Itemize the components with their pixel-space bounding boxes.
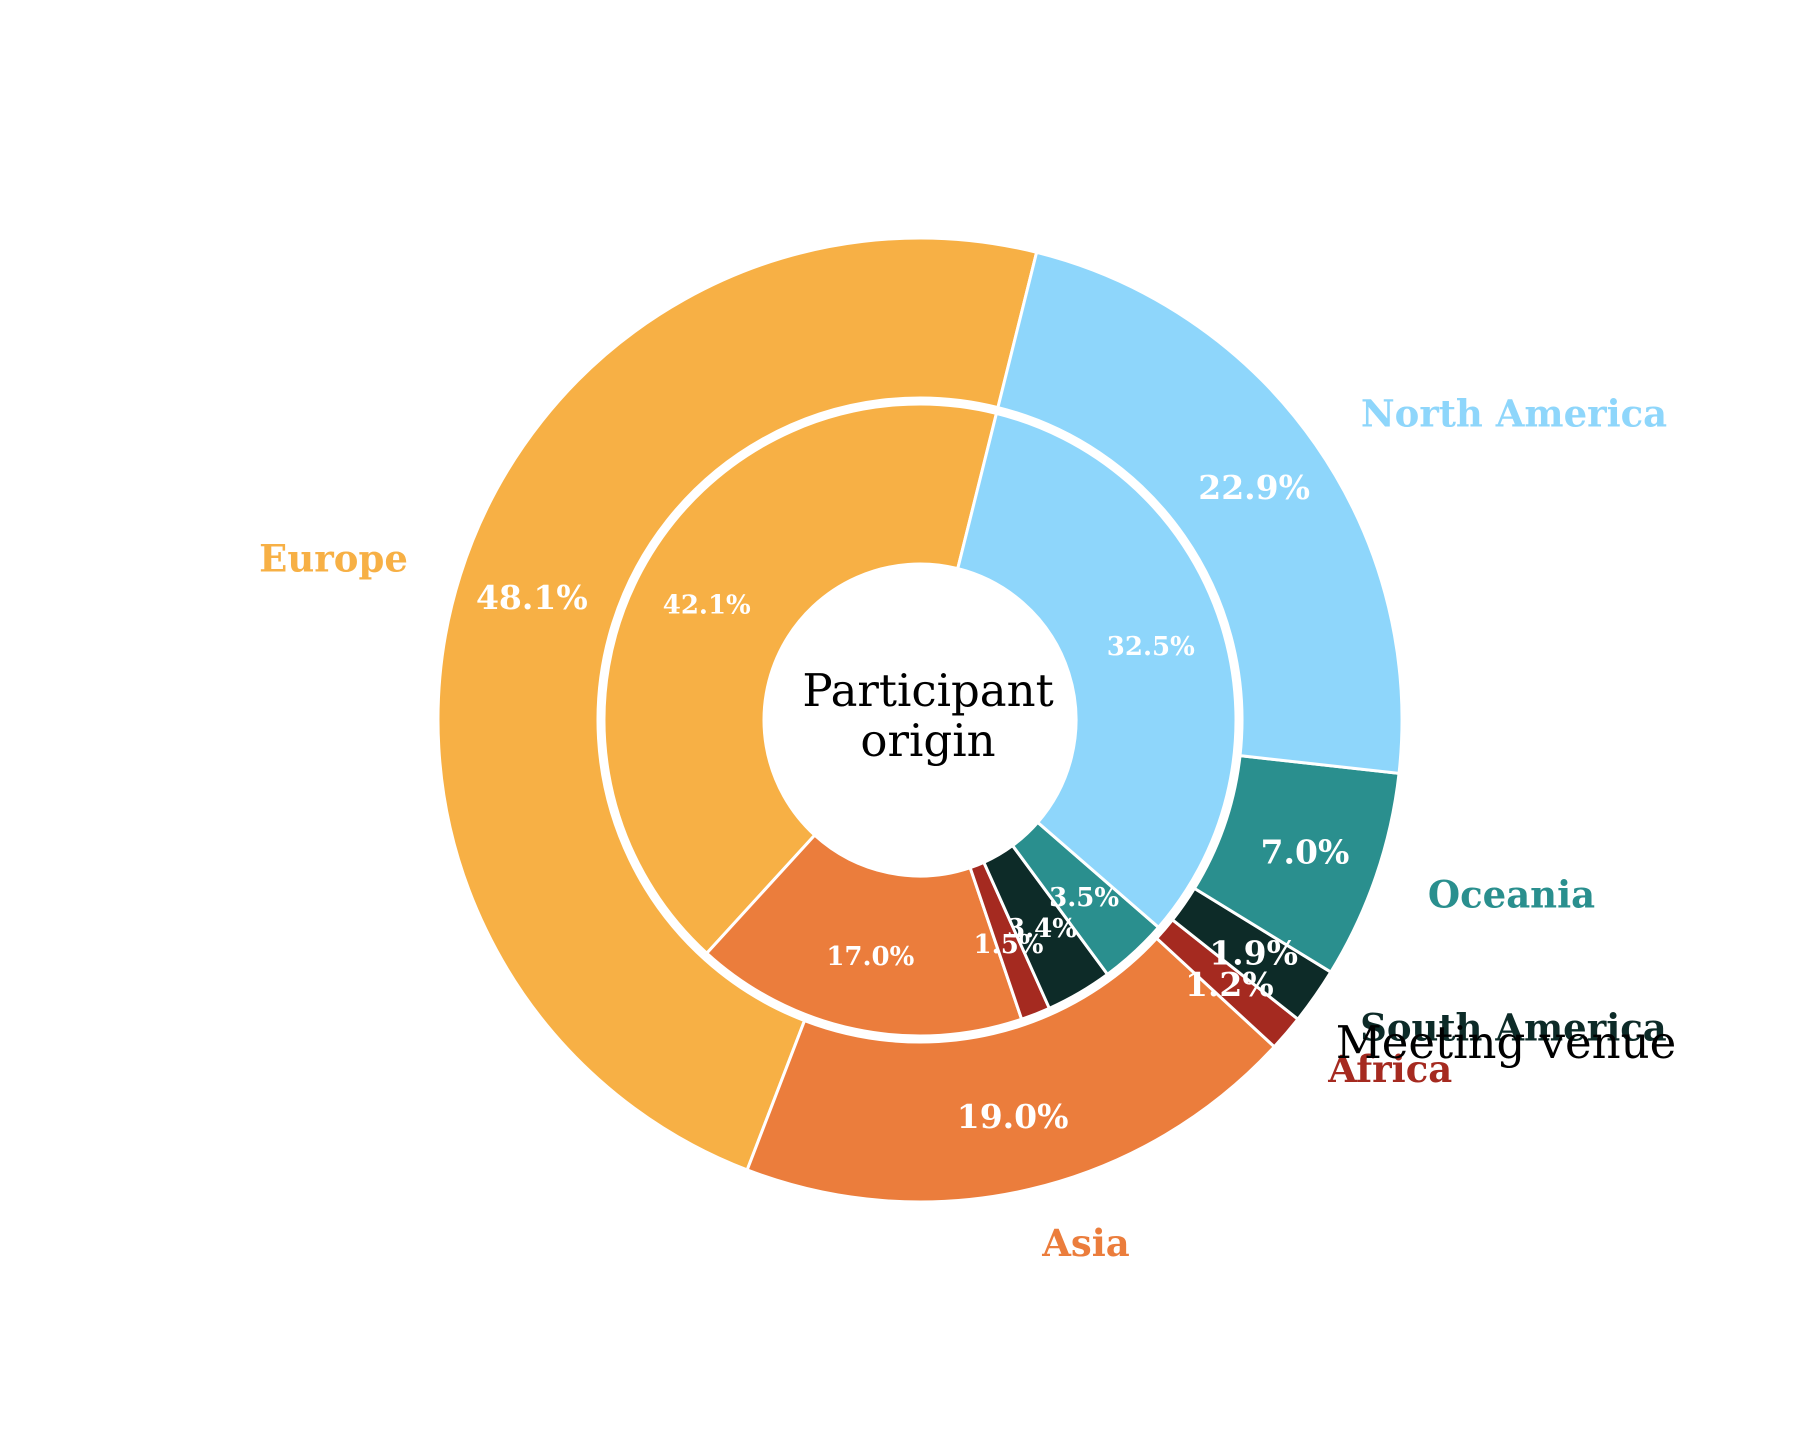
inner-pct-label-south-america: 3.4% <box>1007 914 1077 944</box>
outer-wedge-europe <box>436 236 1039 1172</box>
center-title-line-1: Participant <box>802 664 1053 717</box>
center-title-line-2: origin <box>860 714 995 767</box>
inner-pct-label-north-america: 32.5% <box>1107 632 1195 662</box>
outer-pct-label-asia: 19.0% <box>957 1097 1069 1136</box>
outer-wedge-north-america <box>996 250 1404 775</box>
region-label-asia: Asia <box>1041 1221 1130 1265</box>
outer-pct-label-north-america: 22.9% <box>1198 468 1310 507</box>
region-label-north-america: North America <box>1361 391 1667 435</box>
percentage-labels: 48.1% 19.0% 1.2%1.9% 7.0% 22.9% 42.1% 17.0% 1.5… <box>476 468 1349 1136</box>
outer-pct-label-africa: 1.2% <box>1185 965 1274 1004</box>
region-label-oceania: Oceania <box>1428 872 1595 916</box>
outer-pct-label-south-america: 1.9% <box>1209 934 1298 973</box>
inner-wedge-europe <box>602 402 998 955</box>
inner-pct-label-europe: 42.1% <box>663 591 751 621</box>
outer-pct-label-oceania: 7.0% <box>1261 833 1350 872</box>
inner-pct-label-oceania: 3.5% <box>1049 883 1119 913</box>
inner-ring <box>602 402 1238 1038</box>
inner-wedge-asia <box>705 833 1024 1038</box>
region-label-europe: Europe <box>259 536 408 580</box>
inner-wedge-north-america <box>956 411 1238 929</box>
region-label-africa: Africa <box>1327 1047 1452 1091</box>
outer-ring <box>436 236 1404 1204</box>
inner-pct-label-africa: 1.5% <box>974 930 1044 960</box>
inner-pct-label-asia: 17.0% <box>826 942 914 972</box>
outer-pct-label-europe: 48.1% <box>476 578 588 617</box>
region-label-south-america: South America <box>1360 1006 1667 1050</box>
outer-wedge-asia <box>745 936 1276 1204</box>
meeting-venue-label: Meeting venue <box>1336 1016 1677 1069</box>
